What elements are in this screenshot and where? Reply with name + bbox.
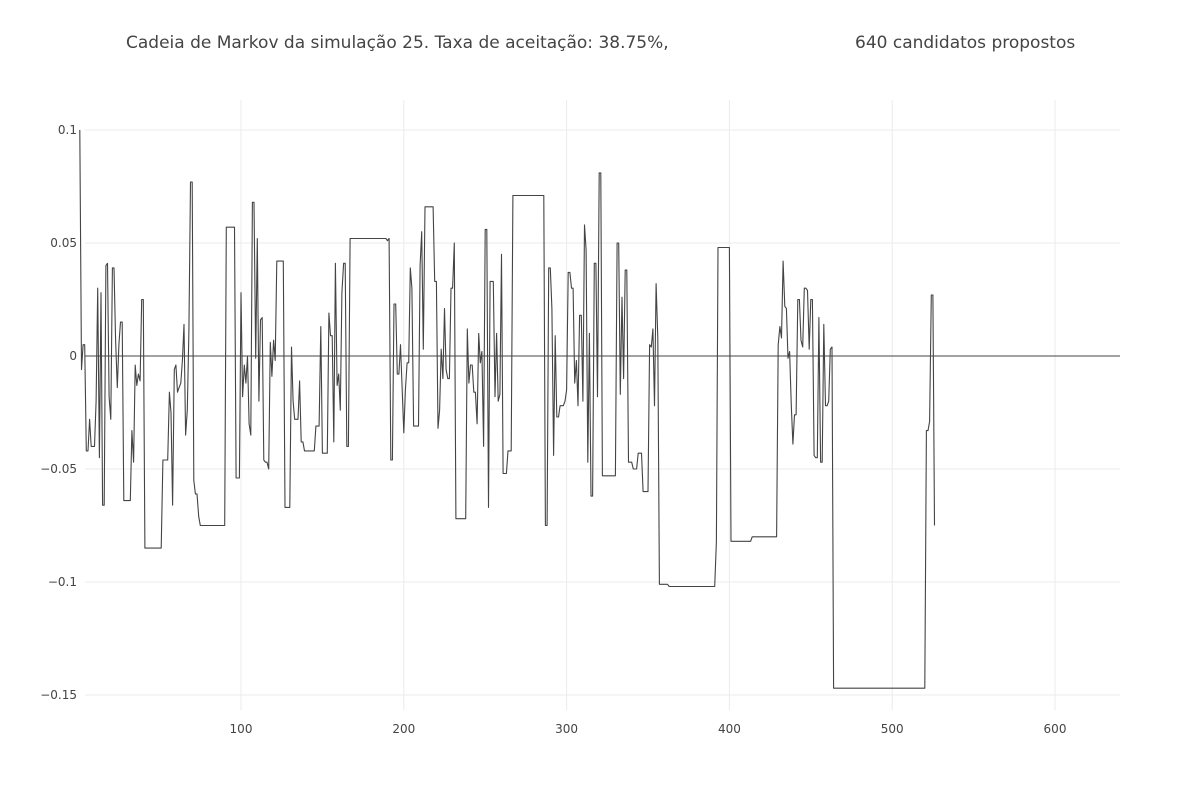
series-layer bbox=[79, 129, 936, 689]
x-tick-label: 500 bbox=[881, 722, 904, 736]
y-tick-label: 0 bbox=[69, 349, 77, 363]
x-tick-label: 100 bbox=[230, 722, 253, 736]
chart-subtitle: 640 candidatos propostos bbox=[855, 33, 1076, 53]
x-tick-label: 200 bbox=[392, 722, 415, 736]
y-tick-label: 0.1 bbox=[58, 123, 77, 137]
x-axis-ticks: 100 200 300 400 500 600 bbox=[230, 722, 1067, 736]
y-tick-label: −0.15 bbox=[40, 688, 77, 702]
y-tick-label: 0.05 bbox=[50, 236, 77, 250]
chart-title: Cadeia de Markov da simulação 25. Taxa d… bbox=[126, 33, 669, 53]
y-tick-label: −0.1 bbox=[48, 575, 77, 589]
y-tick-label: −0.05 bbox=[40, 462, 77, 476]
series-line bbox=[79, 129, 936, 689]
x-tick-label: 300 bbox=[555, 722, 578, 736]
x-tick-label: 400 bbox=[718, 722, 741, 736]
x-tick-label: 600 bbox=[1044, 722, 1067, 736]
y-axis-ticks: 0.1 0.05 0 −0.05 −0.1 −0.15 bbox=[40, 123, 77, 702]
